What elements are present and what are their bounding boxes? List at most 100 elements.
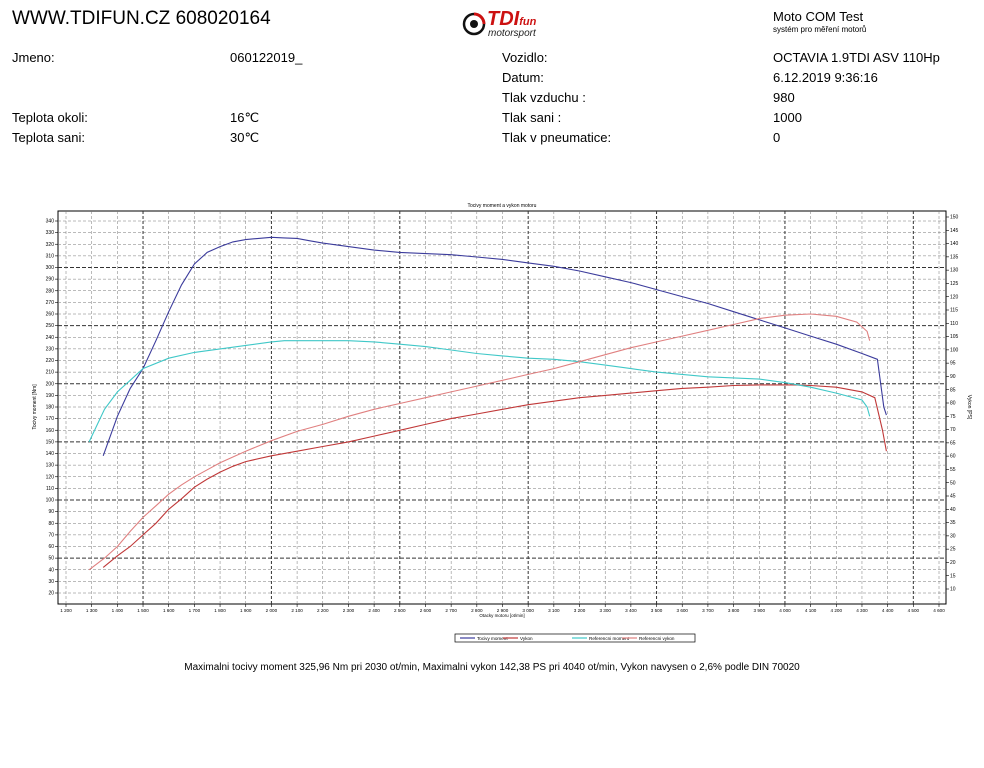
y-right-tick-label: 135 bbox=[950, 254, 959, 260]
series-line-3 bbox=[88, 340, 871, 443]
y-left-tick-label: 200 bbox=[46, 381, 55, 387]
y-left-tick-label: 80 bbox=[48, 521, 54, 527]
x-tick-label: 1 600 bbox=[163, 608, 175, 613]
x-tick-label: 3 800 bbox=[728, 608, 740, 613]
x-tick-label: 3 100 bbox=[548, 608, 560, 613]
y-left-tick-label: 220 bbox=[46, 358, 55, 364]
y-axis-right-label: Vykon [PS] bbox=[966, 395, 972, 420]
x-tick-label: 2 300 bbox=[343, 608, 355, 613]
series-line-4 bbox=[88, 313, 871, 571]
y-right-tick-label: 80 bbox=[950, 401, 956, 407]
x-tick-label: 3 200 bbox=[574, 608, 586, 613]
x-tick-label: 1 300 bbox=[86, 608, 98, 613]
y-left-tick-label: 140 bbox=[46, 451, 55, 457]
y-right-tick-label: 30 bbox=[950, 533, 956, 539]
y-left-tick-label: 340 bbox=[46, 219, 55, 225]
y-right-tick-label: 45 bbox=[950, 494, 956, 500]
x-tick-label: 4 000 bbox=[779, 608, 791, 613]
y-left-tick-label: 50 bbox=[48, 556, 54, 562]
teplota-sani-label: Teplota sani: bbox=[12, 130, 85, 145]
teplota-okoli-label: Teplota okoli: bbox=[12, 110, 88, 125]
y-axis-left-label: Tocivy moment [Nm] bbox=[32, 384, 38, 430]
y-right-tick-label: 55 bbox=[950, 467, 956, 473]
x-tick-label: 3 700 bbox=[702, 608, 714, 613]
y-left-tick-label: 300 bbox=[46, 265, 55, 271]
plot-frame bbox=[57, 210, 947, 605]
y-left-tick-label: 260 bbox=[46, 312, 55, 318]
series-line-1 bbox=[102, 236, 887, 456]
y-right-tick-label: 15 bbox=[950, 573, 956, 579]
y-left-tick-label: 160 bbox=[46, 428, 55, 434]
legend-label: Referencni moment bbox=[589, 636, 630, 641]
y-left-tick-label: 210 bbox=[46, 370, 55, 376]
datum-value: 6.12.2019 9:36:16 bbox=[773, 70, 878, 85]
x-tick-label: 2 600 bbox=[420, 608, 432, 613]
chart-title: Tocivy moment a vykon motoru bbox=[468, 203, 537, 209]
y-right-tick-label: 145 bbox=[950, 228, 959, 234]
y-left-tick-label: 110 bbox=[46, 486, 54, 492]
x-tick-label: 3 900 bbox=[754, 608, 766, 613]
y-right-tick-label: 115 bbox=[950, 308, 958, 314]
y-left-tick-label: 60 bbox=[48, 544, 54, 550]
y-left-tick-label: 290 bbox=[46, 277, 55, 283]
jmeno-label: Jmeno: bbox=[12, 50, 55, 65]
y-left-tick-label: 230 bbox=[46, 346, 55, 352]
y-right-tick-label: 65 bbox=[950, 440, 956, 446]
y-right-tick-label: 70 bbox=[950, 427, 956, 433]
y-right-tick-label: 50 bbox=[950, 480, 956, 486]
y-left-tick-label: 170 bbox=[46, 416, 55, 422]
x-tick-label: 2 000 bbox=[266, 608, 278, 613]
legend: Tocivy moment Vykon Referencni moment Refer… bbox=[454, 633, 696, 643]
x-tick-label: 1 800 bbox=[214, 608, 226, 613]
y-right-tick-label: 125 bbox=[950, 281, 959, 287]
axes: 20 30 40 50 60 70 80 90 100 110 120 130 140 150 160 170… bbox=[46, 215, 959, 613]
legend-label: Tocivy moment bbox=[477, 636, 508, 641]
teplota-okoli-value: 16℃ bbox=[230, 110, 260, 125]
y-left-tick-label: 180 bbox=[46, 405, 55, 411]
y-right-tick-label: 110 bbox=[950, 321, 958, 327]
logo-fun-text: fun bbox=[519, 16, 537, 28]
x-tick-label: 1 900 bbox=[240, 608, 252, 613]
y-left-tick-label: 240 bbox=[46, 335, 55, 341]
y-left-tick-label: 30 bbox=[48, 579, 54, 585]
tlak-vzduchu-label: Tlak vzduchu : bbox=[502, 90, 586, 105]
y-right-tick-label: 20 bbox=[950, 560, 956, 566]
y-left-tick-label: 310 bbox=[46, 253, 55, 259]
legend-label: Vykon bbox=[520, 636, 533, 641]
y-right-tick-label: 105 bbox=[950, 334, 959, 340]
vozidlo-label: Vozidlo: bbox=[502, 50, 548, 65]
x-tick-label: 2 200 bbox=[317, 608, 329, 613]
y-right-tick-label: 85 bbox=[950, 387, 956, 393]
x-tick-label: 2 500 bbox=[394, 608, 406, 613]
y-right-tick-label: 10 bbox=[950, 587, 956, 593]
y-left-tick-label: 100 bbox=[46, 498, 55, 504]
x-tick-label: 3 500 bbox=[651, 608, 663, 613]
y-right-tick-label: 150 bbox=[950, 215, 959, 221]
y-left-tick-label: 90 bbox=[48, 509, 54, 515]
y-left-tick-label: 150 bbox=[46, 439, 55, 445]
logo-sub-text: motorsport bbox=[488, 28, 536, 39]
x-tick-label: 3 300 bbox=[599, 608, 611, 613]
y-left-tick-label: 70 bbox=[48, 532, 54, 538]
turbo-icon bbox=[462, 12, 486, 36]
y-left-tick-label: 330 bbox=[46, 230, 55, 236]
y-left-tick-label: 40 bbox=[48, 567, 54, 573]
x-tick-label: 2 900 bbox=[497, 608, 509, 613]
grid bbox=[58, 211, 946, 604]
legend-label: Referencni vykon bbox=[639, 636, 675, 641]
x-tick-label: 2 800 bbox=[471, 608, 483, 613]
y-left-tick-label: 190 bbox=[46, 393, 55, 399]
tlak-pneu-label: Tlak v pneumatice: bbox=[502, 130, 612, 145]
y-left-tick-label: 130 bbox=[46, 463, 55, 469]
y-right-tick-label: 60 bbox=[950, 454, 956, 460]
dyno-chart: Tocivy moment a vykon motoru 20 30 40 50 60 7… bbox=[32, 203, 972, 643]
x-tick-label: 4 200 bbox=[831, 608, 843, 613]
y-right-tick-label: 120 bbox=[950, 294, 959, 300]
series-line-2 bbox=[102, 384, 887, 568]
y-right-tick-label: 90 bbox=[950, 374, 956, 380]
x-tick-label: 4 600 bbox=[933, 608, 945, 613]
x-tick-label: 4 500 bbox=[908, 608, 920, 613]
footer-summary: Maximalni tocivy moment 325,96 Nm pri 20… bbox=[184, 662, 800, 673]
x-axis-label: Otacky motoru [ot/min] bbox=[479, 613, 524, 618]
y-right-tick-label: 140 bbox=[950, 241, 959, 247]
